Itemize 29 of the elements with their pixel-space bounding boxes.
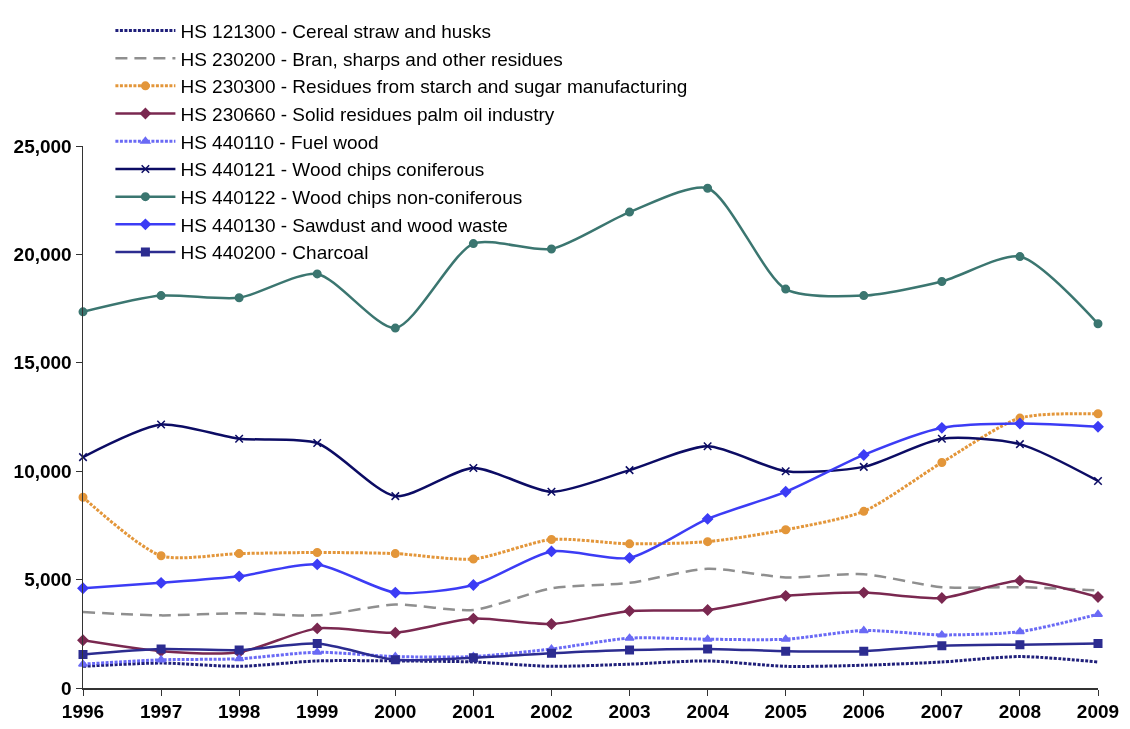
y-tick-label: 20,000: [13, 244, 72, 266]
y-tick-label: 5,000: [24, 569, 72, 591]
x-tick-label: 2008: [998, 701, 1042, 723]
x-tick-label: 1999: [296, 701, 339, 723]
x-tick-label: 2006: [842, 701, 885, 723]
legend-label: HS 121300 - Cereal straw and husks: [180, 20, 491, 42]
y-tick-label: 15,000: [13, 352, 72, 374]
legend-label: HS 230660 - Solid residues palm oil industry: [180, 103, 555, 125]
x-tick-label: 2009: [1076, 701, 1120, 723]
x-tick-label: 2000: [374, 701, 417, 723]
x-tick-label: 1996: [61, 701, 105, 723]
y-tick-label: 10,000: [13, 460, 72, 482]
legend-label: HS 440122 - Wood chips non-coniferous: [180, 187, 523, 209]
legend-label: HS 440121 - Wood chips coniferous: [180, 159, 485, 181]
x-tick-label: 2004: [686, 701, 730, 723]
x-tick-label: 2007: [920, 701, 963, 723]
y-tick-label: 0: [61, 677, 72, 699]
y-tick-label: 25,000: [13, 135, 72, 157]
x-tick-label: 1997: [139, 701, 183, 723]
legend-label: HS 230200 - Bran, sharps and other residues: [180, 48, 563, 70]
x-tick-label: 2001: [452, 701, 495, 723]
legend-label: HS 440130 - Sawdust and wood waste: [180, 214, 508, 236]
legend-label: HS 440110 - Fuel wood: [180, 131, 379, 153]
x-tick-label: 2002: [530, 701, 573, 723]
legend-label: HS 230300 - Residues from starch and sugar manufacturing: [180, 76, 688, 98]
x-tick-label: 2005: [764, 701, 808, 723]
x-tick-label: 2003: [608, 701, 651, 723]
x-tick-label: 1998: [218, 701, 261, 723]
legend-label: HS 440200 - Charcoal: [180, 242, 369, 264]
